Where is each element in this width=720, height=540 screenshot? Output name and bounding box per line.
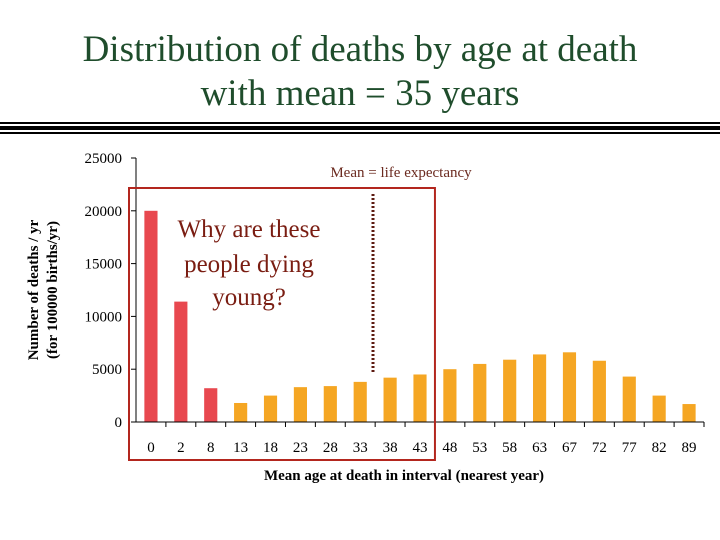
title-rule-thin-bottom [0,132,720,134]
bar [413,374,427,422]
callout-text-line: people dying [184,251,314,278]
callout-text-line: young? [212,284,286,311]
title-rule-thick [0,126,720,130]
bar [652,395,666,422]
bar [263,395,278,422]
bar [503,359,517,422]
bar [473,363,487,422]
title-line-2: with mean = 35 years [200,73,520,114]
y-tick-label: 5000 [92,362,122,378]
title-line-1: Distribution of deaths by age at death [82,29,638,70]
y-tick-label: 15000 [85,257,123,273]
x-axis-title: Mean age at death in interval (nearest y… [264,468,544,484]
x-tick-label: 18 [263,440,278,456]
x-tick-label: 23 [293,440,308,456]
bars [144,210,696,422]
x-tick-label: 58 [502,440,517,456]
y-tick-label: 25000 [85,151,123,167]
bar [533,354,547,422]
x-tick-label: 28 [323,440,338,456]
bar [353,381,367,422]
y-axis-title-line: (for 100000 births/yr) [45,221,61,359]
bar [293,387,307,422]
bar [562,352,577,422]
x-tick-label: 63 [532,440,547,456]
y-tick-label: 0 [115,415,123,431]
title-rule-thin-top [0,122,720,124]
y-axis-title: Number of deaths / yr (for 100000 births/… [26,219,61,360]
bar [443,369,457,422]
slide-title: Distribution of deaths by age at death w… [0,28,720,116]
x-tick-label: 8 [207,440,215,456]
bar [592,360,606,422]
x-tick-label: 2 [177,440,185,456]
bar [144,210,158,422]
x-tick-label: 82 [652,440,667,456]
callout-text-line: Why are these [178,216,321,243]
x-tick-label: 89 [682,440,697,456]
bar [682,404,696,422]
highlight-box [128,187,436,461]
y-tick-label: 10000 [85,309,123,325]
x-tick-label: 43 [413,440,428,456]
bar [383,377,397,422]
x-tick-label: 0 [147,440,155,456]
x-tick-label: 48 [442,440,457,456]
x-tick-label: 38 [383,440,398,456]
x-axis-ticks: 0 2 8 13 18 23 28 33 38 43 48 53 58 63 67 72 77 82 89 [147,422,705,456]
x-tick-label: 13 [233,440,248,456]
y-axis-ticks: 0 5000 10000 15000 20000 25000 [85,151,136,431]
bar [204,388,218,422]
x-tick-label: 53 [472,440,487,456]
y-axis-title-line: Number of deaths / yr [26,219,42,360]
x-tick-label: 77 [622,440,638,456]
y-tick-label: 20000 [85,204,123,220]
annotations: Mean = life expectancy Why are these peopl… [128,158,704,461]
mean-label: Mean = life expectancy [330,165,472,181]
bar [323,386,337,422]
bar [174,301,188,422]
x-tick-label: 72 [592,440,607,456]
bar [622,376,636,422]
x-tick-label: 33 [353,440,368,456]
x-tick-label: 67 [562,440,578,456]
bar [234,402,248,422]
